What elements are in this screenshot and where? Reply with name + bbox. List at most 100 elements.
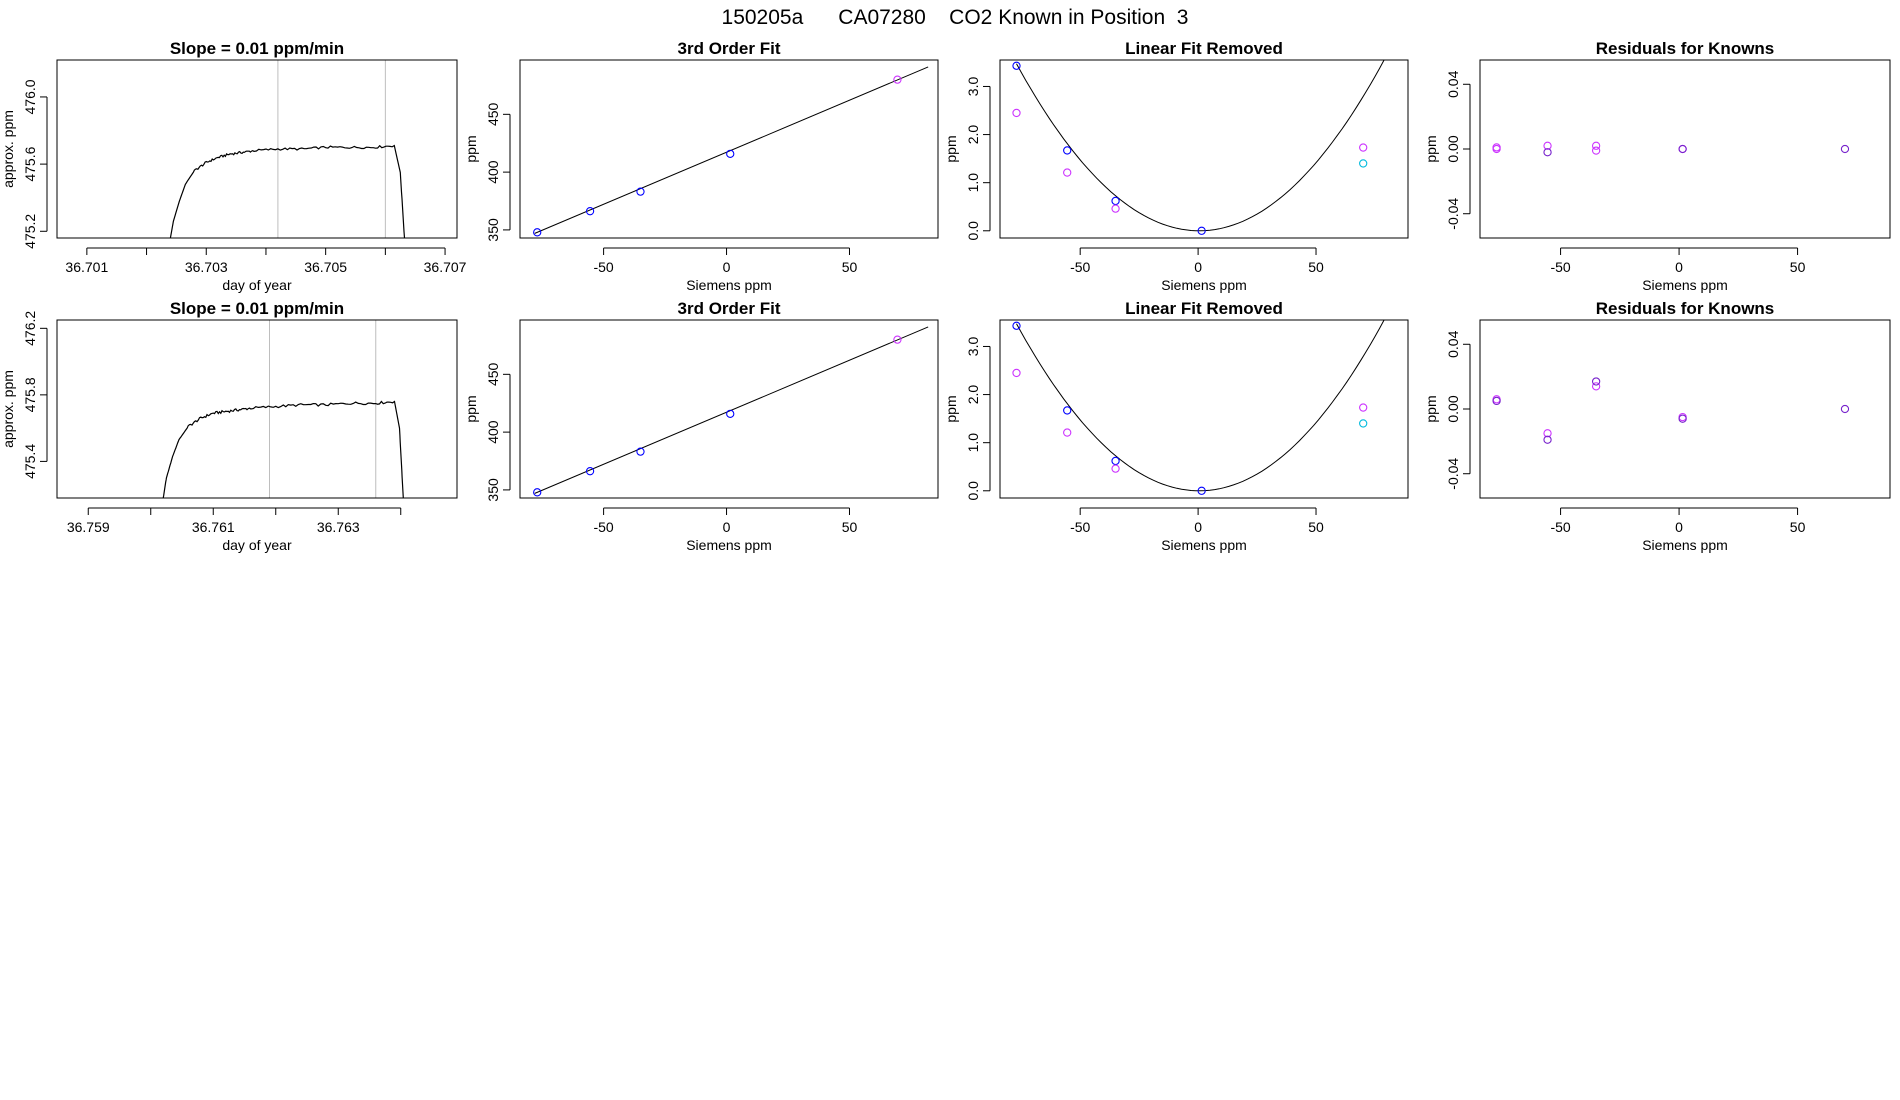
data-point bbox=[1543, 148, 1552, 157]
data-point bbox=[1063, 406, 1072, 415]
y-tick-label: 0.0 bbox=[965, 481, 981, 501]
x-tick-label: -50 bbox=[1070, 519, 1090, 535]
y-tick-label: 2.0 bbox=[965, 125, 981, 145]
plot-area bbox=[1492, 141, 1850, 157]
y-axis-label: ppm bbox=[943, 135, 959, 162]
y-tick-label: 1.0 bbox=[965, 173, 981, 193]
panel-r1-trace: Slope = 0.01 ppm/min 36.701 36.703 36.705 36… bbox=[0, 39, 467, 293]
y-tick-label: 3.0 bbox=[965, 77, 981, 97]
data-point bbox=[893, 75, 902, 84]
panel-r1-res: Residuals for Knowns -50 0 50 Siemens ppm -0.… bbox=[1423, 39, 1891, 293]
x-tick-label: 50 bbox=[1790, 519, 1806, 535]
y-tick-label: 450 bbox=[485, 102, 501, 126]
y-axis-label: ppm bbox=[463, 395, 479, 422]
panel-title: 3rd Order Fit bbox=[678, 39, 781, 58]
panel-r1-fit: 3rd Order Fit -50 0 50 Siemens ppm 350 400 450 p… bbox=[463, 39, 939, 293]
x-axis-label: Siemens ppm bbox=[686, 277, 772, 293]
plot-frame bbox=[56, 59, 458, 239]
x-tick-label: 50 bbox=[1308, 519, 1324, 535]
y-tick-label: 0.04 bbox=[1445, 70, 1461, 97]
panel-title: Slope = 0.01 ppm/min bbox=[170, 39, 344, 58]
plot-area bbox=[162, 400, 404, 498]
data-point bbox=[1591, 377, 1601, 386]
y-tick-label: 0.04 bbox=[1445, 330, 1461, 357]
plot-frame bbox=[519, 59, 939, 239]
x-tick-label: 50 bbox=[842, 259, 858, 275]
x-tick-label: 0 bbox=[1194, 259, 1202, 275]
data-trace bbox=[169, 144, 406, 238]
data-point bbox=[1678, 414, 1687, 423]
x-tick-label: 0 bbox=[1194, 519, 1202, 535]
x-tick-label: 36.759 bbox=[67, 519, 110, 535]
panel-title: Residuals for Knowns bbox=[1596, 299, 1775, 318]
data-point bbox=[636, 187, 645, 196]
plot-frame bbox=[519, 319, 939, 499]
panel-r1-lin: Linear Fit Removed -50 0 50 Siemens ppm 0.0 1.… bbox=[943, 39, 1409, 293]
data-point bbox=[1840, 144, 1850, 154]
y-tick-label: 3.0 bbox=[965, 337, 981, 357]
data-point bbox=[1063, 146, 1072, 155]
x-axis-label: day of year bbox=[222, 277, 292, 293]
data-point bbox=[1492, 396, 1501, 406]
y-axis-label: approx. ppm bbox=[0, 370, 16, 448]
data-point bbox=[1543, 435, 1552, 444]
plot-frame bbox=[1479, 59, 1891, 239]
data-point bbox=[1359, 143, 1368, 152]
x-tick-label: 36.703 bbox=[185, 259, 228, 275]
x-tick-label: -50 bbox=[1550, 259, 1570, 275]
plot-area bbox=[1012, 60, 1385, 235]
y-tick-label: 2.0 bbox=[965, 385, 981, 405]
y-tick-label: 475.4 bbox=[22, 444, 38, 479]
x-tick-label: 50 bbox=[1308, 259, 1324, 275]
x-axis-label: Siemens ppm bbox=[1642, 537, 1728, 553]
x-tick-label: 36.761 bbox=[192, 519, 235, 535]
fit-curve bbox=[1016, 320, 1385, 492]
panel-r2-trace: Slope = 0.01 ppm/min 36.759 36.761 36.763 da… bbox=[0, 299, 458, 553]
panel-r2-fit: 3rd Order Fit -50 0 50 Siemens ppm 350 400 450 p… bbox=[463, 299, 939, 553]
panel-title: 3rd Order Fit bbox=[678, 299, 781, 318]
data-point bbox=[585, 207, 595, 216]
panel-r2-res: Residuals for Knowns -50 0 50 Siemens ppm -0.… bbox=[1423, 299, 1891, 553]
x-axis-label: Siemens ppm bbox=[1161, 537, 1247, 553]
x-tick-label: 0 bbox=[723, 519, 731, 535]
data-trace bbox=[162, 400, 404, 498]
x-tick-label: -50 bbox=[593, 519, 613, 535]
data-point bbox=[1111, 464, 1120, 473]
x-tick-label: -50 bbox=[593, 259, 613, 275]
y-axis-label: ppm bbox=[463, 135, 479, 162]
y-tick-label: 450 bbox=[485, 362, 501, 386]
plot-frame bbox=[999, 59, 1409, 239]
x-tick-label: -50 bbox=[1070, 259, 1090, 275]
plot-area bbox=[533, 326, 929, 497]
y-tick-label: 475.2 bbox=[22, 214, 38, 249]
data-point bbox=[533, 228, 542, 237]
x-tick-label: 0 bbox=[1675, 259, 1683, 275]
x-tick-label: 36.763 bbox=[317, 519, 360, 535]
plot-frame bbox=[56, 319, 458, 499]
plot-area bbox=[533, 66, 929, 237]
x-tick-label: 50 bbox=[1790, 259, 1806, 275]
data-point bbox=[1543, 429, 1552, 438]
data-point bbox=[1359, 159, 1368, 168]
y-tick-label: 0.0 bbox=[965, 221, 981, 241]
y-tick-label: 475.8 bbox=[22, 377, 38, 412]
y-tick-label: -0.04 bbox=[1445, 458, 1461, 490]
x-axis-label: Siemens ppm bbox=[1642, 277, 1728, 293]
data-point bbox=[1678, 144, 1687, 154]
data-point bbox=[726, 409, 735, 419]
plot-area bbox=[1492, 377, 1850, 444]
panel-title: Residuals for Knowns bbox=[1596, 39, 1775, 58]
data-point bbox=[1063, 428, 1072, 437]
data-point bbox=[1063, 168, 1072, 177]
y-tick-label: 350 bbox=[485, 478, 501, 502]
x-tick-label: 0 bbox=[1675, 519, 1683, 535]
data-point bbox=[533, 488, 542, 497]
y-tick-label: 350 bbox=[485, 218, 501, 242]
data-point bbox=[726, 149, 735, 159]
x-axis-label: day of year bbox=[222, 537, 292, 553]
panels: Slope = 0.01 ppm/min 36.701 36.703 36.705 36… bbox=[0, 39, 1891, 553]
y-axis-label: ppm bbox=[1423, 395, 1439, 422]
data-point bbox=[1012, 108, 1021, 118]
x-tick-label: -50 bbox=[1550, 519, 1570, 535]
x-axis-label: Siemens ppm bbox=[1161, 277, 1247, 293]
